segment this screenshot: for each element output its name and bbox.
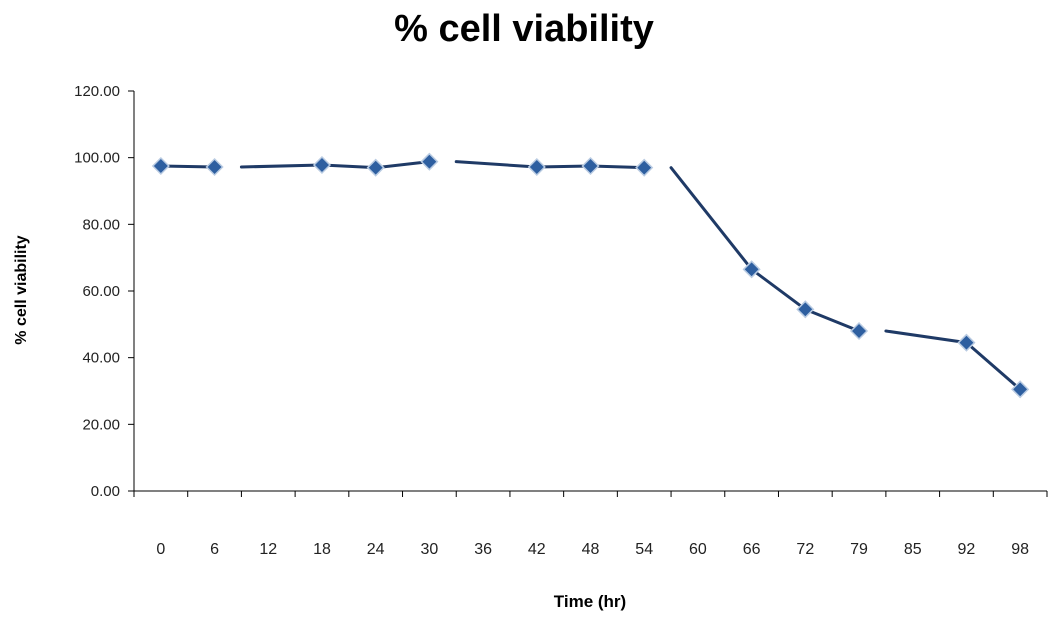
x-axis-label: Time (hr) [553,592,627,611]
data-point-marker [581,156,600,176]
data-point-marker [527,157,546,177]
series-segment [803,307,861,333]
series-bridge-segment [454,160,539,169]
data-point-marker [849,321,869,341]
series-segment [374,160,431,170]
x-tick-label: 54 [635,541,653,558]
series-segment [159,164,217,169]
y-tick-label: 40.00 [82,350,120,367]
x-tick-label: 24 [367,541,385,558]
data-point-marker [635,158,654,177]
data-point-marker [420,152,439,171]
data-point-marker [1011,380,1030,399]
y-tick-label: 20.00 [82,416,120,433]
y-tick-label: 100.00 [74,150,120,167]
x-tick-label: 6 [210,541,219,558]
x-tick-label: 66 [743,541,761,558]
series-bridge-segment [669,166,754,271]
x-tick-label: 79 [850,541,868,558]
data-point-marker [312,155,332,175]
x-ticks: 0 6 12 18 24 30 36 42 48 54 60 66 72 79 85 92 98 [133,491,1048,558]
x-tick-label: 12 [259,541,277,558]
y-ticks: 0.00 20.00 40.00 60.00 80.00 100.00 120.00 [74,83,134,500]
data-point-marker [151,156,170,176]
series-bridge-segment [239,163,324,169]
axes [133,91,1047,492]
data-point-marker [742,260,761,279]
data-point-marker [366,158,385,177]
x-tick-label: 36 [474,541,492,558]
x-tick-label: 48 [582,541,600,558]
series-line [159,160,1022,391]
x-tick-label: 30 [420,541,438,558]
series-bridge-segment [884,329,968,345]
x-tick-label: 98 [1011,541,1029,558]
x-tick-label: 42 [528,541,546,558]
data-point-marker [796,300,815,319]
series-segment [535,164,592,169]
series-segment [320,163,378,170]
y-tick-label: 0.00 [91,483,120,500]
x-tick-label: 85 [904,541,922,558]
y-tick-label: 120.00 [74,83,120,100]
series-segment [964,341,1022,391]
x-tick-label: 72 [796,541,814,558]
y-tick-label: 60.00 [82,283,120,300]
x-tick-label: 60 [689,541,707,558]
series-segment [589,164,646,170]
y-tick-label: 80.00 [82,216,120,233]
data-point-marker [205,157,224,177]
x-tick-label: 92 [958,541,976,558]
x-tick-label: 0 [156,541,165,558]
x-tick-label: 18 [313,541,331,558]
data-point-marker [957,333,976,352]
chart-title: % cell viability [394,8,654,50]
series-markers [151,152,1030,399]
series-segment [750,267,807,311]
